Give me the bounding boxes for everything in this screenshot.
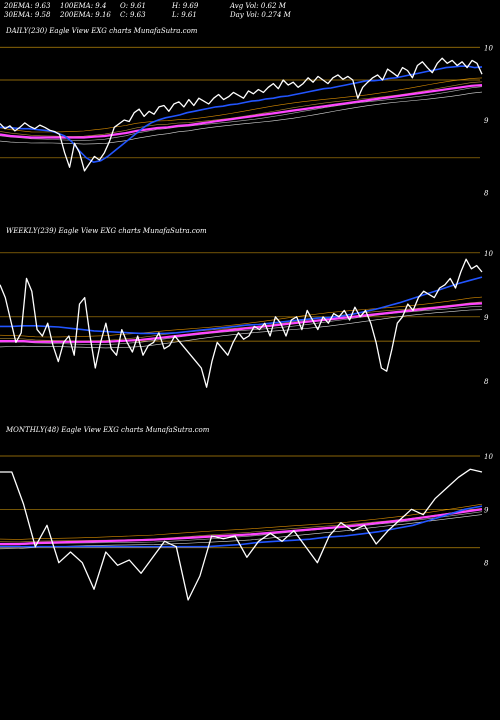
weekly-ema-slow-line: [0, 302, 483, 343]
weekly-ytick-label-2: 8: [484, 378, 489, 386]
weekly-ytick-label-1: 9: [484, 314, 489, 322]
daily-ytick-label-1: 9: [484, 117, 489, 125]
close-readout: C: 9.63: [120, 11, 146, 19]
monthly-ma-line-0: [0, 514, 483, 550]
daily-ytick-label-0: 10: [484, 44, 493, 52]
monthly-price-line: [0, 468, 483, 601]
daily-ma-line-2: [0, 81, 483, 137]
daily-ma-line-0: [0, 91, 483, 145]
monthly-ma-line-1: [0, 511, 483, 546]
daily-ema-slow-line: [0, 84, 483, 139]
stats-col-3: O: 9.61 C: 9.63: [120, 2, 146, 20]
monthly-panel-title: MONTHLY(48) Eagle View EXG charts Munafa…: [6, 426, 210, 434]
open-readout: O: 9.61: [120, 2, 146, 10]
stats-col-5: Avg Vol: 0.62 M Day Vol: 0.274 M: [230, 2, 291, 20]
daily-price-line: [0, 57, 483, 172]
monthly-ytick-label-2: 8: [484, 560, 489, 568]
weekly-ema-fast-line: [0, 276, 483, 335]
daily-ytick-label-2: 8: [484, 190, 489, 198]
weekly-ytick-label-0: 10: [484, 250, 493, 258]
monthly-ema-slow-line: [0, 508, 483, 546]
ema20-readout: 20EMA: 9.63: [4, 2, 51, 10]
stats-col-4: H: 9.69 L: 9.61: [172, 2, 198, 20]
monthly-ema-fast-line: [0, 505, 483, 548]
weekly-panel-title: WEEKLY(239) Eagle View EXG charts Munafa…: [6, 227, 207, 235]
daily-ema-fast-line: [0, 65, 483, 164]
daily-ma-line-3: [0, 77, 483, 133]
weekly-price-line: [0, 258, 483, 388]
stats-col-1: 20EMA: 9.63 30EMA: 9.58: [4, 2, 50, 20]
daily-panel-title: DAILY(230) Eagle View EXG charts MunafaS…: [6, 27, 198, 35]
weekly-ma-line-2: [0, 301, 483, 342]
low-readout: L: 9.61: [172, 11, 197, 19]
weekly-ma-line-3: [0, 296, 483, 338]
stats-col-2: 100EMA: 9.4 200EMA: 9.16: [60, 2, 111, 20]
monthly-ytick-label-0: 10: [484, 453, 493, 461]
ema30-readout: 30EMA: 9.58: [4, 11, 51, 19]
monthly-ma-line-3: [0, 503, 483, 540]
high-readout: H: 9.69: [172, 2, 199, 10]
avg-vol-readout: Avg Vol: 0.62 M: [230, 2, 286, 10]
monthly-ytick-label-1: 9: [484, 506, 489, 514]
daily-ma-line-1: [0, 86, 483, 141]
ema200-readout: 200EMA: 9.16: [60, 11, 111, 19]
ema100-readout: 100EMA: 9.4: [60, 2, 107, 10]
weekly-ma-line-0: [0, 309, 483, 349]
day-vol-readout: Day Vol: 0.274 M: [230, 11, 291, 19]
